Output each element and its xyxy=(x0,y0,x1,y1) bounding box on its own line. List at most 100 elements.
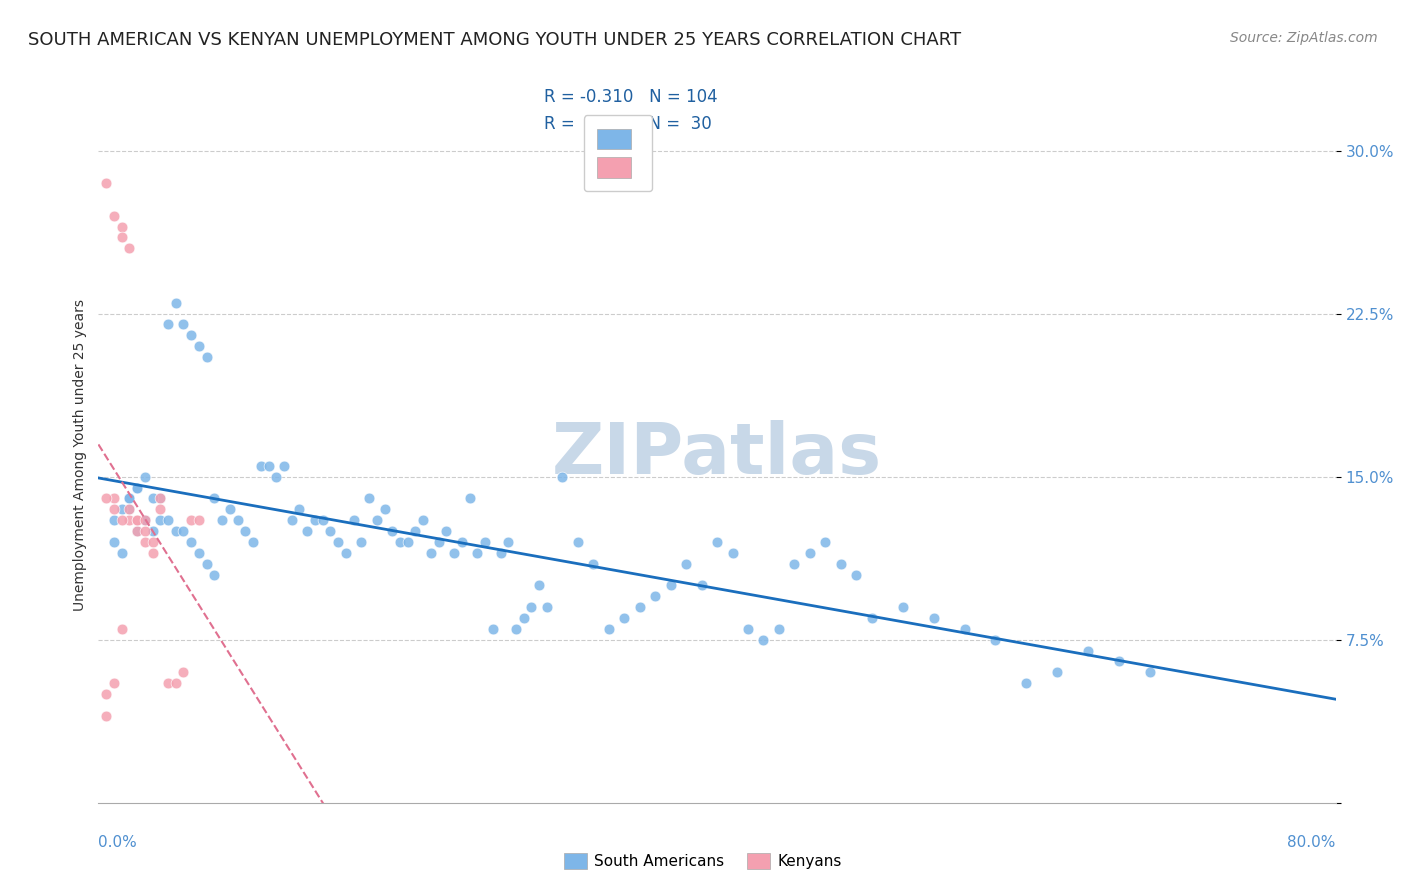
Point xyxy=(1015,676,1038,690)
Point xyxy=(111,230,132,244)
Point xyxy=(520,600,543,615)
Point xyxy=(103,209,125,223)
Point xyxy=(134,513,156,527)
Point xyxy=(103,535,125,549)
Point xyxy=(157,676,180,690)
Point xyxy=(659,578,682,592)
Point xyxy=(157,513,180,527)
Point xyxy=(188,513,211,527)
Point xyxy=(96,708,118,723)
Point xyxy=(195,557,218,571)
Point xyxy=(1108,655,1130,669)
Point xyxy=(118,513,141,527)
Point xyxy=(1077,643,1099,657)
Point xyxy=(450,535,472,549)
Point xyxy=(96,491,118,506)
Point xyxy=(149,491,172,506)
Point xyxy=(134,469,156,483)
Point xyxy=(103,502,125,516)
Point xyxy=(103,676,125,690)
Point xyxy=(706,535,728,549)
Point xyxy=(288,502,311,516)
Point xyxy=(149,491,172,506)
Point xyxy=(613,611,636,625)
Point xyxy=(505,622,527,636)
Point xyxy=(149,502,172,516)
Point xyxy=(458,491,481,506)
Point xyxy=(304,513,326,527)
Text: R =  0.117   N =  30: R = 0.117 N = 30 xyxy=(544,115,711,134)
Point xyxy=(111,219,132,234)
Text: SOUTH AMERICAN VS KENYAN UNEMPLOYMENT AMONG YOUTH UNDER 25 YEARS CORRELATION CHA: SOUTH AMERICAN VS KENYAN UNEMPLOYMENT AM… xyxy=(28,31,962,49)
Point xyxy=(111,513,132,527)
Point xyxy=(96,176,118,190)
Point xyxy=(737,622,759,636)
Point xyxy=(172,524,194,538)
Point xyxy=(628,600,651,615)
Point xyxy=(845,567,868,582)
Point xyxy=(567,535,589,549)
Point xyxy=(188,546,211,560)
Point xyxy=(498,535,520,549)
Point xyxy=(96,687,118,701)
Point xyxy=(180,535,202,549)
Point xyxy=(118,491,141,506)
Point xyxy=(165,524,187,538)
Point xyxy=(211,513,233,527)
Point xyxy=(529,578,551,592)
Point xyxy=(644,589,666,603)
Point xyxy=(312,513,335,527)
Point xyxy=(141,546,165,560)
Point xyxy=(204,567,226,582)
Legend: South Americans, Kenyans: South Americans, Kenyans xyxy=(558,847,848,875)
Point xyxy=(172,318,194,332)
Point xyxy=(489,546,512,560)
Point xyxy=(257,458,280,473)
Point xyxy=(165,295,187,310)
Y-axis label: Unemployment Among Youth under 25 years: Unemployment Among Youth under 25 years xyxy=(73,299,87,611)
Point xyxy=(551,469,574,483)
Point xyxy=(297,524,319,538)
Point xyxy=(134,524,156,538)
Point xyxy=(953,622,976,636)
Point xyxy=(366,513,388,527)
Point xyxy=(118,502,141,516)
Point xyxy=(103,513,125,527)
Point xyxy=(264,469,288,483)
Point xyxy=(326,535,350,549)
Point xyxy=(141,524,165,538)
Point xyxy=(149,513,172,527)
Point xyxy=(172,665,194,680)
Point xyxy=(598,622,620,636)
Point xyxy=(242,535,264,549)
Point xyxy=(250,458,273,473)
Point xyxy=(103,491,125,506)
Point xyxy=(1139,665,1161,680)
Legend: , : , xyxy=(583,115,652,191)
Point xyxy=(381,524,404,538)
Point xyxy=(513,611,536,625)
Point xyxy=(118,491,141,506)
Point xyxy=(1046,665,1069,680)
Point xyxy=(752,632,775,647)
Point xyxy=(180,328,202,343)
Point xyxy=(134,513,156,527)
Point xyxy=(127,481,149,495)
Point xyxy=(814,535,837,549)
Point xyxy=(536,600,558,615)
Point xyxy=(134,535,156,549)
Point xyxy=(319,524,342,538)
Point xyxy=(799,546,821,560)
Point xyxy=(374,502,396,516)
Point xyxy=(474,535,496,549)
Text: R = -0.310   N = 104: R = -0.310 N = 104 xyxy=(544,87,717,105)
Point xyxy=(467,546,489,560)
Point xyxy=(127,481,149,495)
Point xyxy=(783,557,806,571)
Point xyxy=(111,502,132,516)
Point xyxy=(830,557,852,571)
Text: Source: ZipAtlas.com: Source: ZipAtlas.com xyxy=(1230,31,1378,45)
Point xyxy=(443,546,465,560)
Point xyxy=(273,458,295,473)
Point xyxy=(134,513,156,527)
